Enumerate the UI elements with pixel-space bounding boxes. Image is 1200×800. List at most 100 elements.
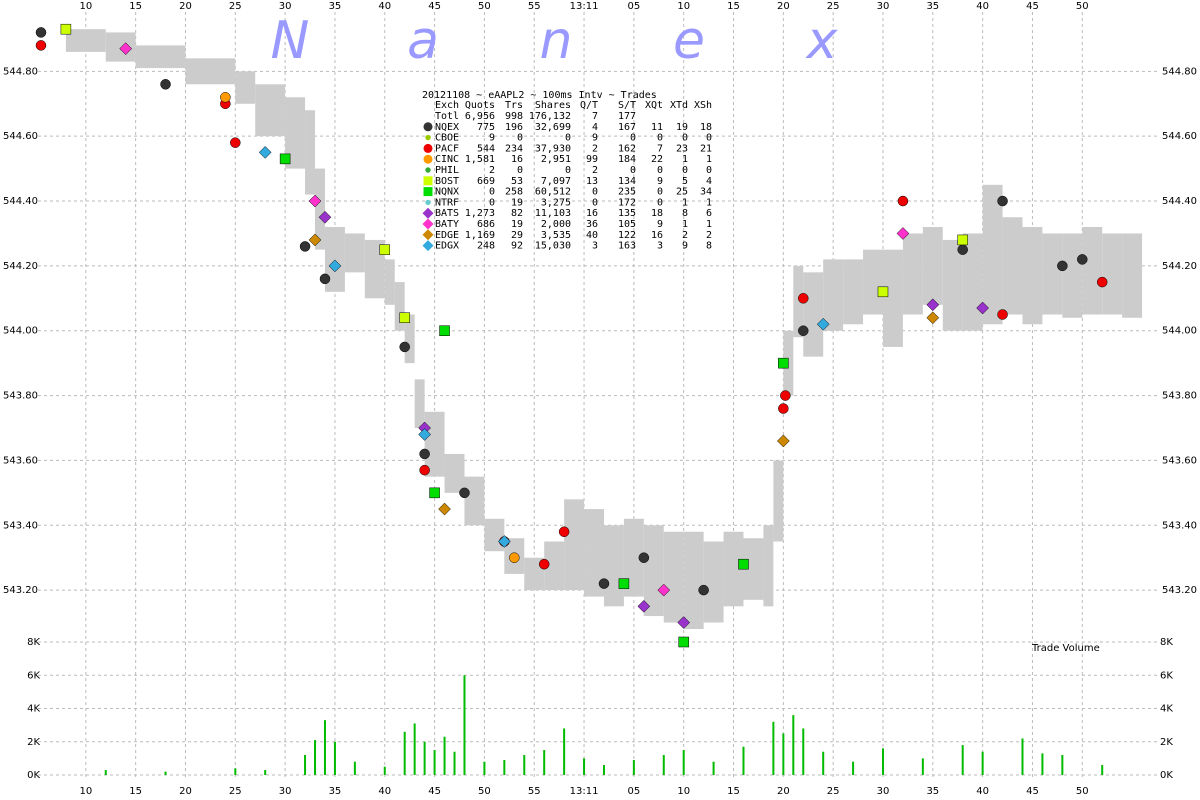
x-tick-label: 10 xyxy=(79,786,92,797)
legend-cell: 134 xyxy=(618,176,636,187)
legend-cell: 1 xyxy=(682,219,688,230)
legend-cell: 235 xyxy=(618,187,636,198)
labels: 1010151520202525303035354040454550505555… xyxy=(3,1,1197,797)
volume-bar xyxy=(881,748,884,775)
marker xyxy=(230,137,241,148)
quote-band xyxy=(623,518,644,597)
legend-header: Exch xyxy=(435,100,459,111)
x-tick-label: 40 xyxy=(378,1,391,12)
legend-cell: 9 xyxy=(592,133,598,144)
x-tick-label: 05 xyxy=(628,786,641,797)
quote-band xyxy=(344,233,365,273)
volume-bar xyxy=(961,745,964,775)
x-tick-label: 45 xyxy=(428,786,441,797)
y-tick-label: 4K xyxy=(27,704,40,715)
quote-band xyxy=(544,541,565,591)
legend-cell: 177 xyxy=(618,111,636,122)
x-tick-label: 40 xyxy=(976,786,989,797)
volume-bar xyxy=(443,736,446,775)
legend-cell: BOST xyxy=(435,176,459,187)
volume-label: Trade Volume xyxy=(1031,643,1100,654)
y-tick-label: 544.00 xyxy=(1162,326,1197,337)
x-tick-label: 13:11 xyxy=(570,1,599,12)
marker xyxy=(35,40,47,51)
volume-bar xyxy=(333,741,336,775)
marker xyxy=(423,176,433,186)
legend-cell: 0 xyxy=(489,187,495,198)
quote-band xyxy=(723,531,744,607)
legend-cell: 4 xyxy=(592,122,598,133)
volume-bar xyxy=(523,755,526,775)
x-tick-label: 55 xyxy=(528,786,541,797)
quote-band xyxy=(324,226,345,292)
legend-cell: 0 xyxy=(592,187,598,198)
legend-cell: 9 xyxy=(489,133,495,144)
y-tick-label: 543.80 xyxy=(1162,391,1197,402)
legend-cell: EDGE xyxy=(435,230,459,241)
y-tick-label: 8K xyxy=(27,637,40,648)
legend-cell: 2 xyxy=(489,165,495,176)
legend-cell: 16 xyxy=(586,208,598,219)
y-tick-label: 4K xyxy=(1160,704,1173,715)
legend-cell: 0 xyxy=(706,165,712,176)
legend-cell: EDGX xyxy=(435,241,459,252)
volume-bar xyxy=(822,751,825,775)
x-tick-label: 50 xyxy=(478,786,491,797)
marker xyxy=(618,578,630,589)
marker xyxy=(957,234,968,246)
legend-cell: 105 xyxy=(618,219,636,230)
x-tick-label: 30 xyxy=(877,1,890,12)
legend-cell: 234 xyxy=(505,143,523,154)
legend-cell: 15,030 xyxy=(535,241,571,252)
legend-cell: 1 xyxy=(706,154,712,165)
legend-cell: 19 xyxy=(511,197,523,208)
marker xyxy=(423,187,433,197)
marker xyxy=(308,194,322,208)
volume-bar xyxy=(304,755,307,775)
x-tick-label: 13:11 xyxy=(570,786,599,797)
quote-band xyxy=(484,518,505,552)
legend-cell: CBOE xyxy=(435,133,459,144)
marker xyxy=(778,403,789,414)
volume-bar xyxy=(852,761,855,775)
marker xyxy=(60,23,72,35)
watermark: n xyxy=(540,11,573,71)
quote-band xyxy=(942,239,963,331)
legend-cell: 135 xyxy=(618,208,636,219)
volume-bar xyxy=(583,758,586,775)
x-tick-label: 40 xyxy=(976,1,989,12)
legend-cell: 53 xyxy=(511,176,523,187)
legend-cell: 11,103 xyxy=(535,208,571,219)
x-tick-label: 25 xyxy=(229,786,242,797)
y-tick-label: 6K xyxy=(1160,670,1173,681)
marker xyxy=(459,487,470,499)
legend-cell: 258 xyxy=(505,187,523,198)
legend-cell: 22 xyxy=(651,154,663,165)
volume-bar xyxy=(413,723,416,775)
watermark: a xyxy=(407,11,439,71)
legend-cell: PACF xyxy=(435,143,459,154)
marker xyxy=(638,552,650,563)
trades xyxy=(35,23,1108,648)
quote-band xyxy=(643,525,664,617)
quote-band xyxy=(384,259,395,305)
legend-cell: 18 xyxy=(700,122,712,133)
y-tick-label: 544.80 xyxy=(3,66,38,77)
marker xyxy=(438,502,451,516)
legend-cell: 196 xyxy=(505,122,523,133)
marker xyxy=(399,341,410,353)
marker xyxy=(897,195,909,207)
x-tick-label: 20 xyxy=(777,1,790,12)
quote-band xyxy=(1022,226,1043,325)
quote-band xyxy=(464,476,485,526)
quote-band xyxy=(1002,217,1023,315)
volume-bar xyxy=(264,770,267,775)
marker xyxy=(423,143,433,153)
band xyxy=(65,29,1143,630)
legend-cell: 0 xyxy=(565,165,571,176)
marker xyxy=(279,153,291,165)
watermark: e xyxy=(673,11,705,71)
legend-cell: BATS xyxy=(435,208,459,219)
legend-cell: 0 xyxy=(630,133,636,144)
